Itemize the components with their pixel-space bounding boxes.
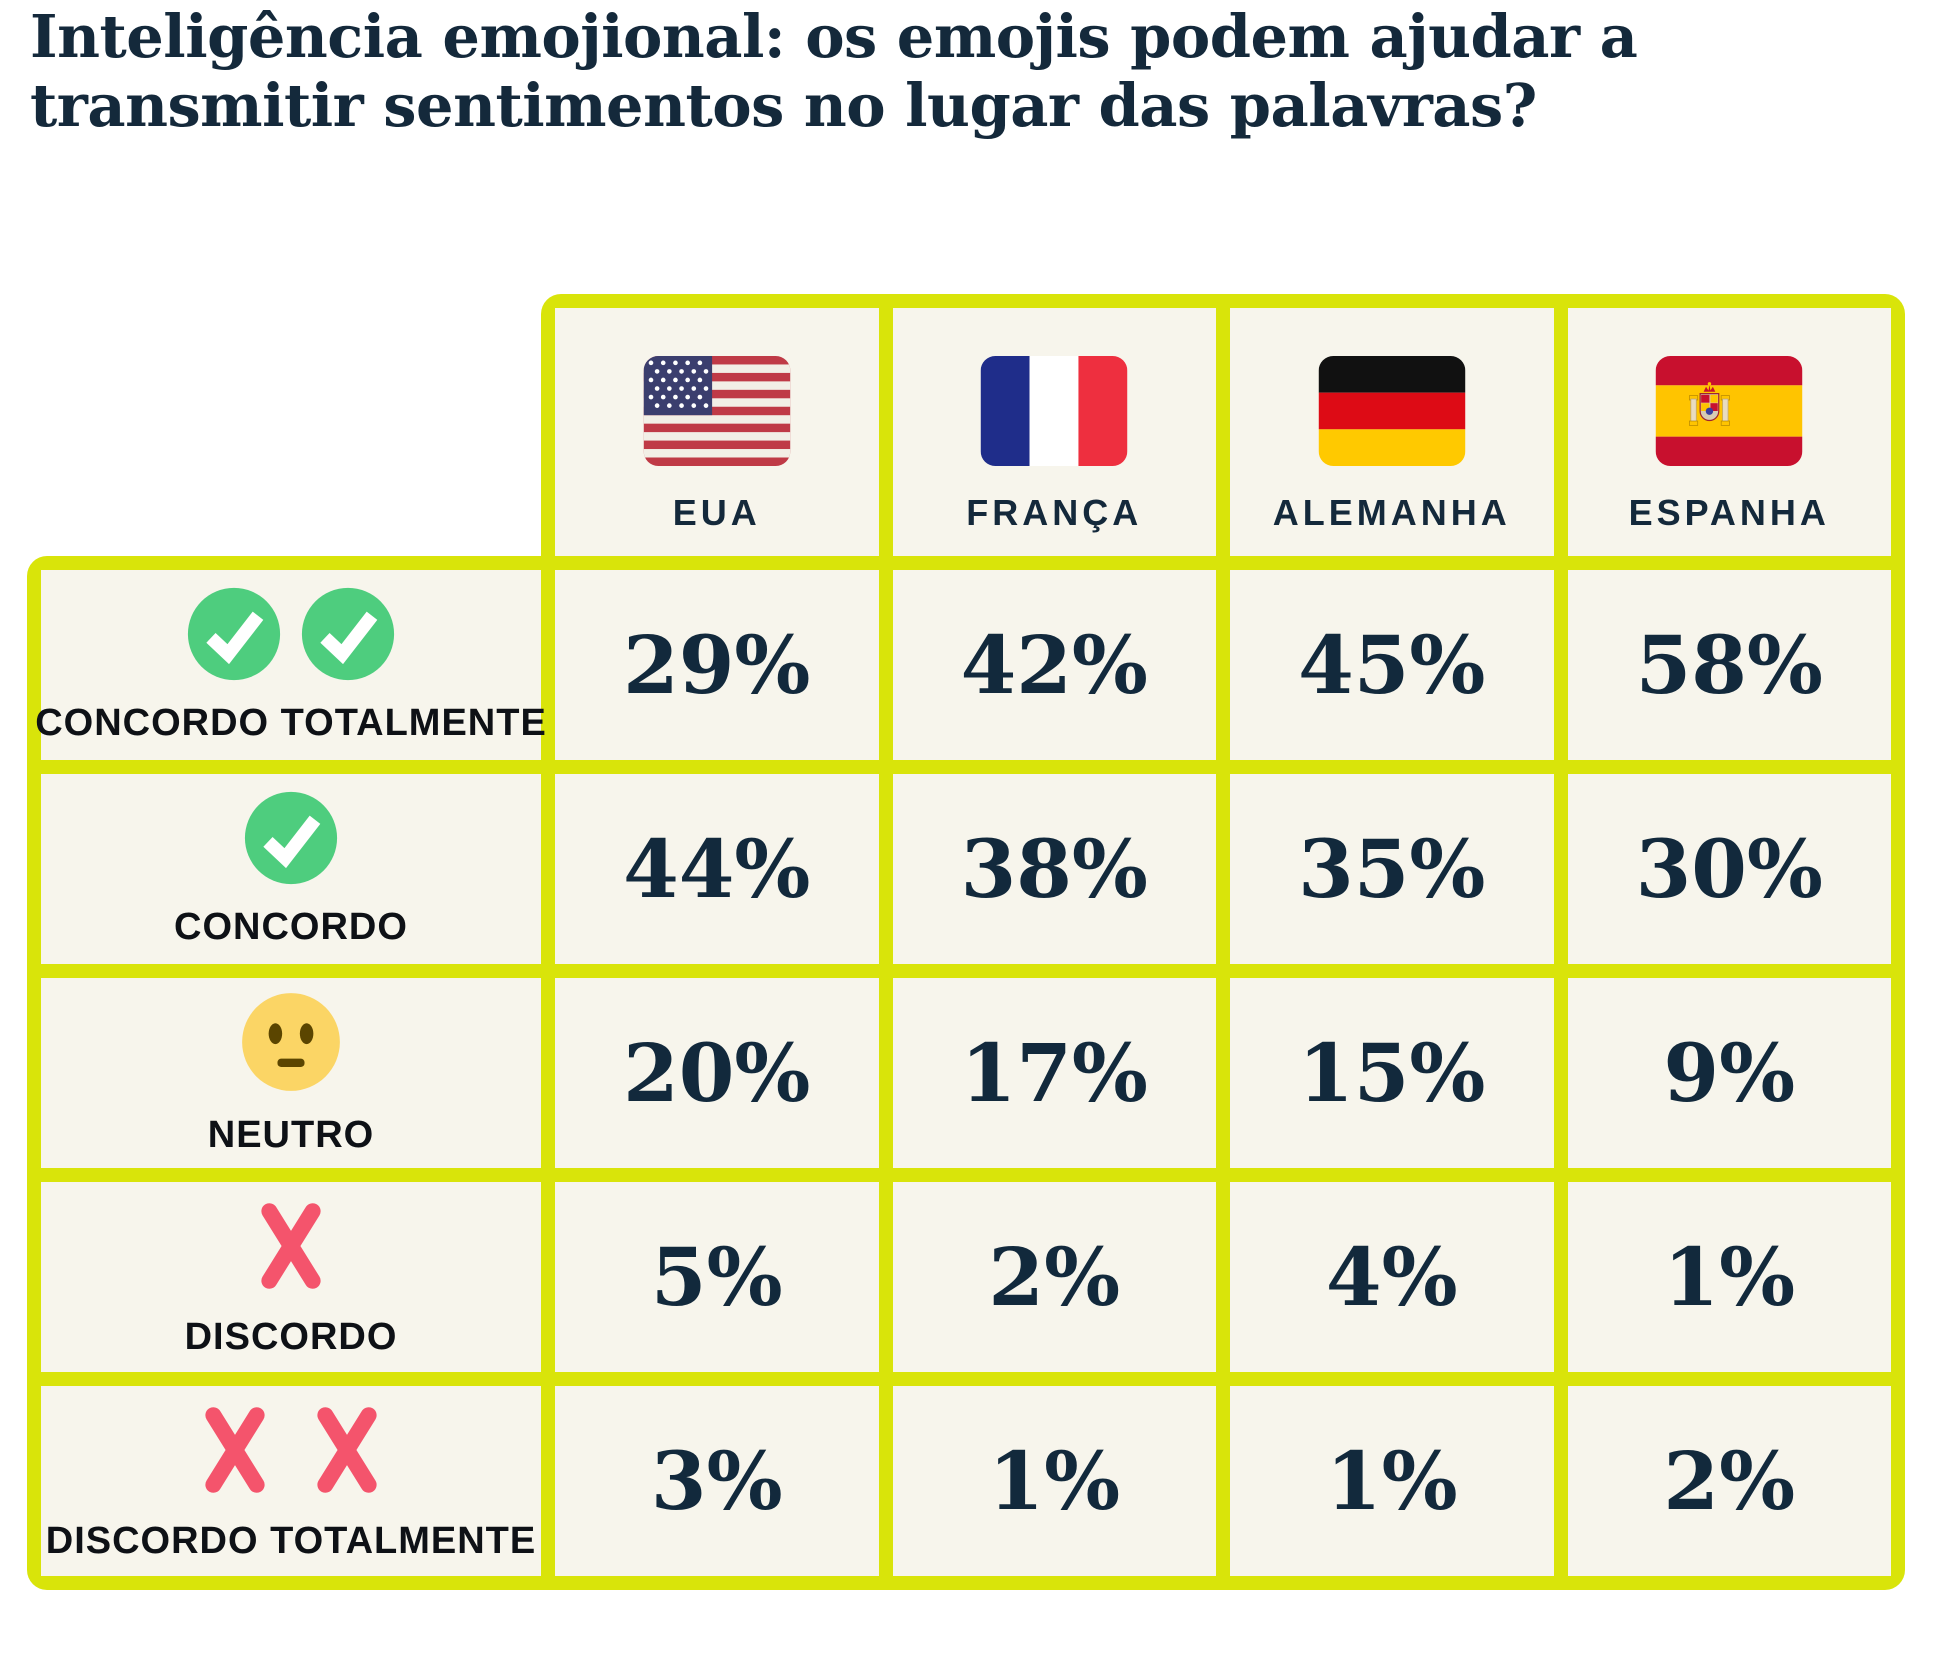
percentage-value: 2% bbox=[988, 1230, 1121, 1324]
percentage-value: 35% bbox=[1298, 822, 1486, 916]
column-header-germany: ALEMANHA bbox=[1230, 308, 1554, 556]
data-cell-neutro-alemanha: 15% bbox=[1230, 978, 1554, 1168]
column-header-spain: ESPANHA bbox=[1567, 308, 1891, 556]
data-cell-neutro-espanha: 9% bbox=[1567, 978, 1891, 1168]
percentage-value: 17% bbox=[960, 1026, 1148, 1120]
column-header-usa: EUA bbox=[555, 308, 879, 556]
column-header-france: FRANÇA bbox=[892, 308, 1216, 556]
row-icons bbox=[244, 1196, 338, 1296]
page-title-line-2: transmitir sentimentos no lugar das pala… bbox=[30, 71, 1537, 141]
row-label: DISCORDO bbox=[184, 1315, 398, 1358]
page-title: Inteligência emojional: os emojis podem … bbox=[30, 2, 1750, 140]
check-circle-icon bbox=[244, 791, 338, 884]
percentage-value: 30% bbox=[1635, 822, 1823, 916]
usa-flag-icon bbox=[643, 356, 791, 466]
check-circle-icon bbox=[301, 587, 395, 680]
percentage-value: 38% bbox=[960, 822, 1148, 916]
data-cell-concordo-totalmente-eua: 29% bbox=[555, 570, 879, 760]
row-label-discordo: DISCORDO bbox=[41, 1182, 541, 1372]
percentage-value: 29% bbox=[623, 618, 811, 712]
data-cell-discordo-totalmente-franca: 1% bbox=[892, 1386, 1216, 1576]
data-cell-discordo-totalmente-eua: 3% bbox=[555, 1386, 879, 1576]
percentage-value: 15% bbox=[1298, 1026, 1486, 1120]
column-header-label: ALEMANHA bbox=[1272, 492, 1511, 533]
percentage-value: 2% bbox=[1663, 1434, 1796, 1528]
percentage-value: 45% bbox=[1298, 618, 1486, 712]
row-label-neutro: NEUTRO bbox=[41, 978, 541, 1168]
percentage-value: 9% bbox=[1663, 1026, 1796, 1120]
data-cell-discordo-espanha: 1% bbox=[1567, 1182, 1891, 1372]
row-label: CONCORDO TOTALMENTE bbox=[35, 701, 547, 744]
cross-mark-icon bbox=[317, 1406, 377, 1493]
data-cell-concordo-franca: 38% bbox=[892, 774, 1216, 964]
percentage-value: 1% bbox=[1663, 1230, 1796, 1324]
neutral-face-icon bbox=[242, 992, 340, 1091]
row-label-concordo-totalmente: CONCORDO TOTALMENTE bbox=[35, 570, 546, 760]
percentage-value: 4% bbox=[1325, 1230, 1458, 1324]
check-circle-icon bbox=[187, 587, 281, 680]
row-icons bbox=[188, 1400, 394, 1500]
page-title-line-1: Inteligência emojional: os emojis podem … bbox=[30, 2, 1638, 71]
row-icons bbox=[239, 990, 343, 1094]
percentage-value: 1% bbox=[1325, 1434, 1458, 1528]
data-cell-neutro-eua: 20% bbox=[555, 978, 879, 1168]
percentage-value: 3% bbox=[650, 1434, 783, 1528]
data-cell-discordo-alemanha: 4% bbox=[1230, 1182, 1554, 1372]
column-header-label: EUA bbox=[672, 492, 761, 533]
percentage-value: 58% bbox=[1635, 618, 1823, 712]
data-cell-discordo-franca: 2% bbox=[892, 1182, 1216, 1372]
percentage-value: 1% bbox=[988, 1434, 1121, 1528]
cross-mark-icon bbox=[261, 1202, 321, 1289]
percentage-value: 20% bbox=[623, 1026, 811, 1120]
data-cell-discordo-eua: 5% bbox=[555, 1182, 879, 1372]
data-cell-discordo-totalmente-espanha: 2% bbox=[1567, 1386, 1891, 1576]
germany-flag-icon bbox=[1318, 356, 1466, 466]
row-label-discordo-totalmente: DISCORDO TOTALMENTE bbox=[41, 1386, 541, 1576]
data-cell-concordo-espanha: 30% bbox=[1567, 774, 1891, 964]
data-cell-discordo-totalmente-alemanha: 1% bbox=[1230, 1386, 1554, 1576]
row-label-concordo: CONCORDO bbox=[41, 774, 541, 964]
data-cell-concordo-eua: 44% bbox=[555, 774, 879, 964]
cross-mark-icon bbox=[205, 1406, 265, 1493]
percentage-value: 5% bbox=[650, 1230, 783, 1324]
column-header-label: FRANÇA bbox=[966, 492, 1143, 533]
data-cell-concordo-alemanha: 35% bbox=[1230, 774, 1554, 964]
percentage-value: 44% bbox=[623, 822, 811, 916]
row-icons bbox=[243, 790, 339, 886]
row-label: NEUTRO bbox=[207, 1113, 375, 1156]
data-table: CONCORDO TOTALMENTE 29% 42% 45% 58% CONC… bbox=[27, 556, 1905, 1590]
data-cell-concordo-totalmente-alemanha: 45% bbox=[1230, 570, 1554, 760]
row-label: CONCORDO bbox=[174, 905, 408, 948]
row-icons bbox=[186, 586, 396, 682]
row-label: DISCORDO TOTALMENTE bbox=[45, 1519, 537, 1562]
country-header-row: EUA FRANÇA ALEMANH bbox=[541, 294, 1905, 556]
percentage-value: 42% bbox=[960, 618, 1148, 712]
data-cell-neutro-franca: 17% bbox=[892, 978, 1216, 1168]
france-flag-icon bbox=[980, 356, 1128, 466]
data-cell-concordo-totalmente-franca: 42% bbox=[892, 570, 1216, 760]
column-header-label: ESPANHA bbox=[1628, 492, 1830, 533]
data-cell-concordo-totalmente-espanha: 58% bbox=[1567, 570, 1891, 760]
spain-flag-icon bbox=[1655, 356, 1803, 466]
